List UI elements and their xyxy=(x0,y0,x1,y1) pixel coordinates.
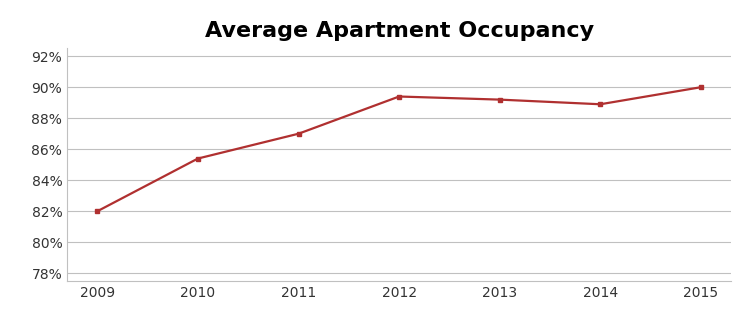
Title: Average Apartment Occupancy: Average Apartment Occupancy xyxy=(204,21,594,41)
